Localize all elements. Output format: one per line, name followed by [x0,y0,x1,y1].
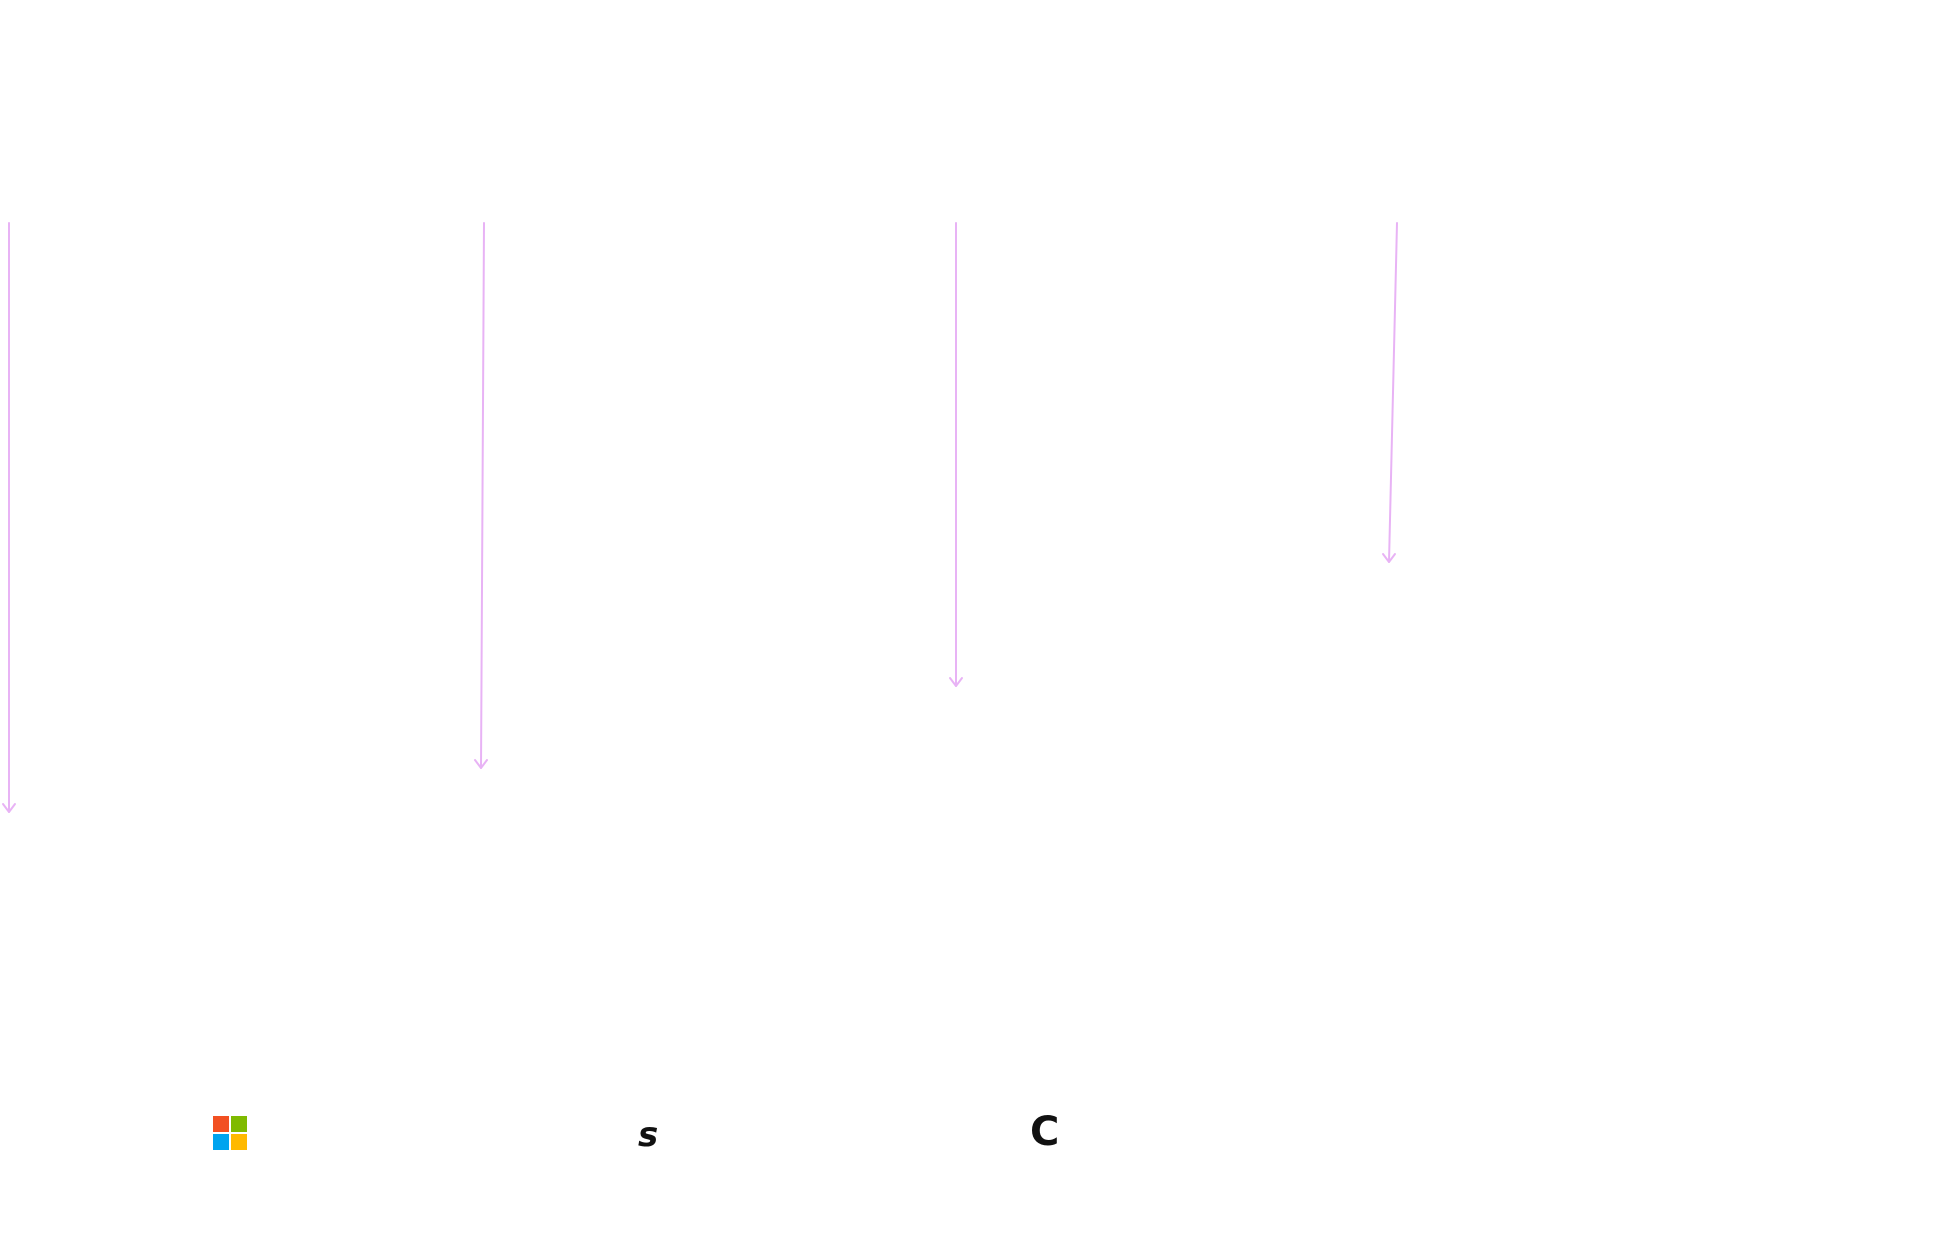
arrow-2-shaft [480,222,485,769]
s-logo-letter: s [638,1115,659,1155]
arrow-3-icon [949,222,963,687]
microsoft-logo-red [213,1116,229,1132]
s-logo-icon: s [638,1118,658,1152]
microsoft-logo-green [231,1116,247,1132]
arrow-4-head [1382,553,1396,563]
arrow-2-icon [474,222,488,769]
microsoft-logo-blue [213,1134,229,1150]
arrow-3-head [949,677,963,687]
arrow-4-shaft [1388,222,1398,563]
arrow-1-head [2,803,16,813]
arrow-1-icon [2,222,16,813]
microsoft-logo-icon [213,1116,247,1150]
c-logo-icon: C [1030,1112,1059,1152]
c-logo-letter: C [1030,1109,1060,1155]
arrow-4-icon [1382,222,1398,563]
microsoft-logo-yellow [231,1134,247,1150]
arrow-2-head [474,759,488,769]
